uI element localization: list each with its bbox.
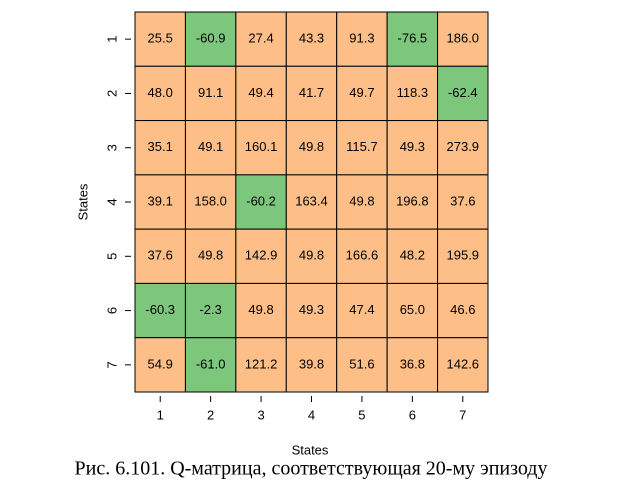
x-tick-label: 4 [308,407,315,422]
cell-label: 186.0 [447,31,480,46]
cell-label: 118.3 [397,85,429,100]
y-tick-label: 7 [104,361,119,368]
cell [437,120,489,176]
cell [285,337,338,393]
cell [134,337,186,393]
cell-label: 195.9 [447,248,480,263]
cell [134,11,186,67]
x-tick-label: 6 [409,407,416,422]
cell [184,11,237,67]
cell [235,337,287,393]
cell [134,174,186,230]
cell [235,11,287,67]
cell-label: 39.1 [148,193,173,208]
cell-label: 51.6 [349,356,374,371]
cell-label: 142.6 [447,356,480,371]
cell-label: 48.2 [400,248,425,263]
cell-label: 49.7 [349,85,374,100]
cell [336,282,388,339]
cell [184,120,237,176]
cell-label: 91.1 [198,85,223,100]
cell-label: 160.1 [245,139,278,154]
x-tick-label: 5 [358,407,365,422]
cell-label: 91.3 [349,31,374,46]
cell [285,282,338,339]
cell-label: 49.8 [248,302,273,317]
cell-label: 46.6 [450,302,475,317]
cell [437,282,489,339]
cell-label: 43.3 [299,31,324,46]
x-axis-label: States [292,442,329,457]
cell [134,282,186,339]
cell-label: 36.8 [400,356,425,371]
cell-label: 37.6 [450,193,475,208]
cell-label: 115.7 [346,139,378,154]
cell [386,120,439,176]
cell-label: 196.8 [396,193,429,208]
y-tick-label: 5 [104,253,119,260]
cell-label: 37.6 [148,248,173,263]
cell [235,120,287,176]
cell [134,65,186,122]
cell-label: 273.9 [447,139,480,154]
cell-label: 121.2 [245,356,278,371]
cell [437,65,489,122]
cell-label: 47.4 [349,302,374,317]
cell-label: 158.0 [194,193,227,208]
cell [285,120,338,176]
cell [336,65,388,122]
cell-label: 35.1 [148,139,173,154]
cell-label: -76.5 [398,31,428,46]
cell [184,174,237,230]
y-tick-label: 4 [104,198,119,205]
cell-label: 49.1 [198,139,223,154]
cell-label: 163.4 [295,193,328,208]
cell-label: -2.3 [199,302,221,317]
cell [437,337,489,393]
cell-label: 49.8 [198,248,223,263]
x-tick-label: 2 [207,407,214,422]
y-tick-label: 2 [104,90,119,97]
cell-label: 54.9 [148,356,173,371]
cell-label: 27.4 [248,31,273,46]
cell-label: -60.3 [145,302,175,317]
cell-label: 65.0 [400,302,425,317]
cell-label: 48.0 [148,85,173,100]
cell [235,65,287,122]
cell-label: 49.8 [299,139,324,154]
cell-label: 49.8 [349,193,374,208]
cell-label: 49.3 [400,139,425,154]
cell [134,228,186,284]
cell [285,174,338,230]
cell-label: 25.5 [148,31,173,46]
cell-label: 166.6 [346,248,379,263]
y-tick-label: 3 [104,144,119,151]
cell [386,337,439,393]
cell [184,282,237,339]
y-axis-label: States [75,183,90,220]
cell-label: -61.0 [196,356,226,371]
x-tick-label: 1 [157,407,164,422]
cell [235,228,287,284]
y-tick-label: 1 [104,36,119,43]
cell [386,174,439,230]
cell [437,174,489,230]
cell-label: 41.7 [299,85,324,100]
cell-label: 49.8 [299,248,324,263]
cell-label: -60.9 [196,31,226,46]
caption: Рис. 6.101. Q-матрица, соответствующая 2… [75,458,548,480]
cell [336,120,388,176]
cell [336,337,388,393]
cell-label: -62.4 [448,85,478,100]
x-tick-label: 3 [257,407,264,422]
cell-label: 49.4 [248,85,273,100]
y-tick-label: 6 [104,307,119,314]
cell-label: 39.8 [299,356,324,371]
cell-label: -60.2 [246,193,276,208]
x-tick-label: 7 [459,407,466,422]
cell-label: 49.3 [299,302,324,317]
cell-label: 142.9 [245,248,278,263]
cell [386,11,439,67]
